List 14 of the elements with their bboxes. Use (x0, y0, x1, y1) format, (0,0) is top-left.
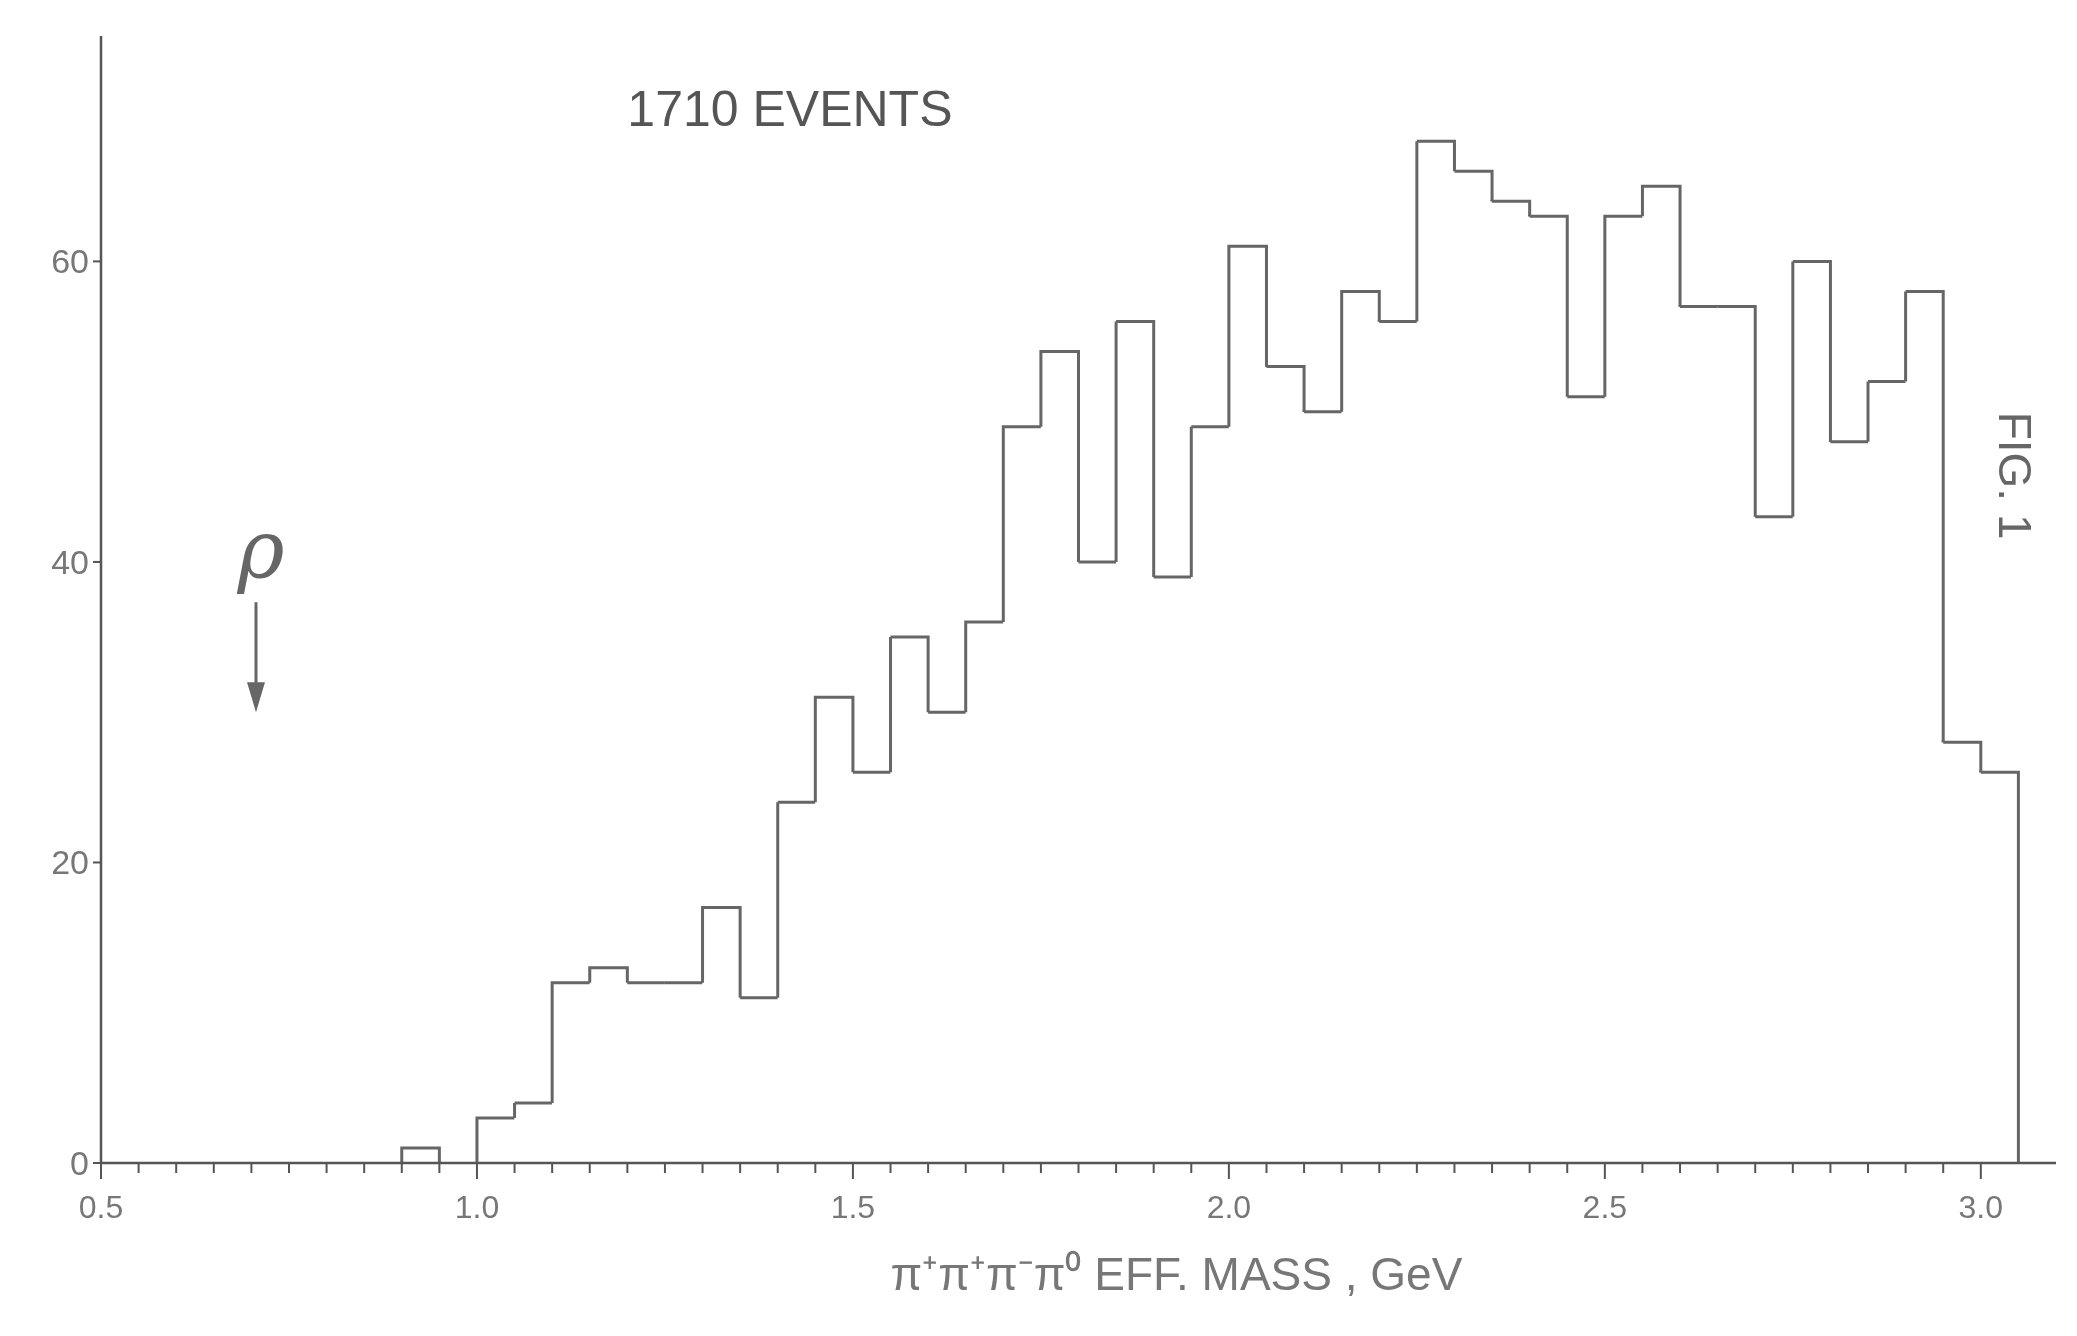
y-tick-label: 20 (51, 843, 89, 882)
x-tick-label: 0.5 (78, 1189, 124, 1225)
text: 1710 EVENTS (627, 81, 953, 138)
x-tick-label: 3.0 (1958, 1189, 2004, 1225)
y-tick-label: 40 (51, 542, 89, 581)
annotation: ρ (236, 503, 285, 597)
y-tick-label: 60 (51, 242, 89, 281)
annotation: FIG. 1 (1989, 411, 2041, 540)
y-tick-label: 0 (70, 1143, 89, 1182)
x-axis-title: π⁺π⁺π⁻π⁰ EFF. MASS , GeV (890, 1248, 1463, 1300)
x-tick-label: 2.0 (1206, 1189, 1252, 1225)
x-tick-label: 1.0 (454, 1189, 500, 1225)
x-tick-label: 2.5 (1582, 1189, 1628, 1225)
x-tick-label: 1.5 (830, 1189, 876, 1225)
